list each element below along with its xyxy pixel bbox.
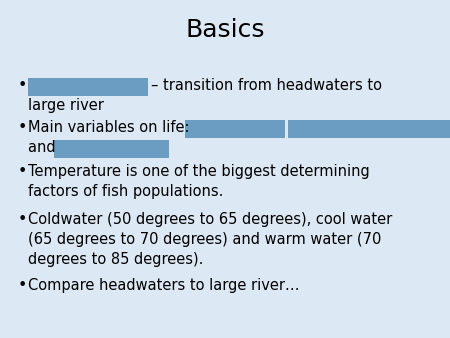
Bar (54, 140, 169, 158)
Text: Temperature is one of the biggest determining: Temperature is one of the biggest determ… (28, 164, 370, 179)
Text: Coldwater (50 degrees to 65 degrees), cool water: Coldwater (50 degrees to 65 degrees), co… (28, 212, 392, 227)
Text: •: • (18, 212, 27, 227)
Text: Basics: Basics (185, 18, 265, 42)
Text: degrees to 85 degrees).: degrees to 85 degrees). (28, 252, 203, 267)
Text: •: • (18, 278, 27, 293)
Text: factors of fish populations.: factors of fish populations. (28, 184, 223, 199)
Text: large river: large river (28, 98, 104, 113)
Text: Compare headwaters to large river…: Compare headwaters to large river… (28, 278, 300, 293)
Text: •: • (18, 120, 27, 135)
Text: (65 degrees to 70 degrees) and warm water (70: (65 degrees to 70 degrees) and warm wate… (28, 232, 382, 247)
Text: – transition from headwaters to: – transition from headwaters to (151, 78, 382, 93)
Bar (28, 78, 148, 96)
Text: •: • (18, 78, 27, 93)
Text: and: and (28, 140, 60, 155)
Bar (185, 120, 285, 138)
Text: Main variables on life:: Main variables on life: (28, 120, 194, 135)
Text: •: • (18, 164, 27, 179)
Bar (288, 120, 450, 138)
